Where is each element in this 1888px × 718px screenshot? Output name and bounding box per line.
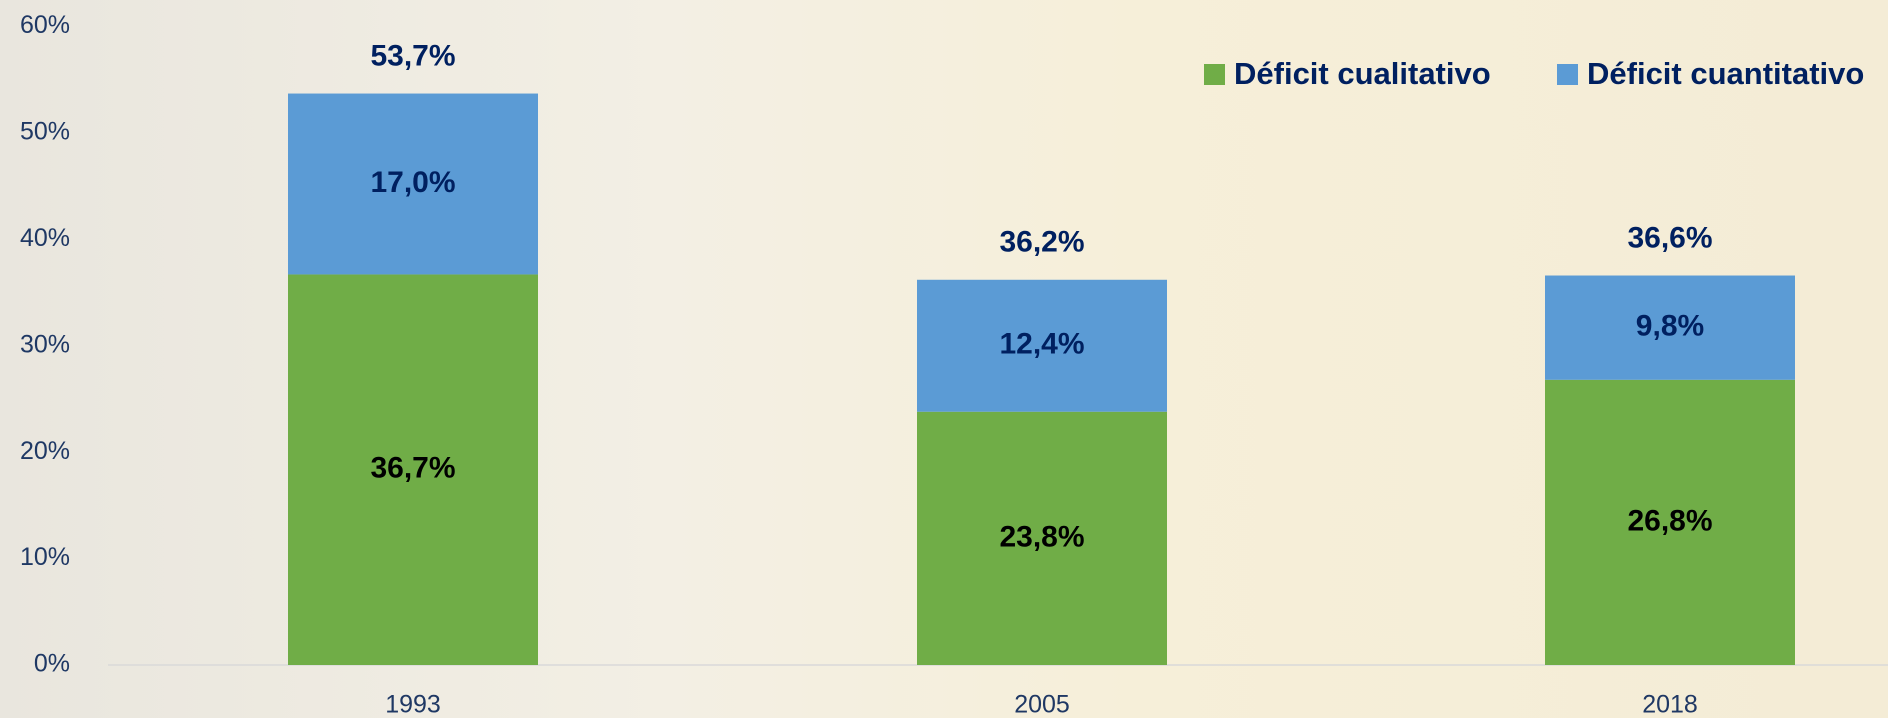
y-tick-label: 40%: [20, 224, 70, 252]
y-tick-label: 10%: [20, 543, 70, 571]
y-tick-label: 0%: [34, 650, 70, 678]
data-label: 26,8%: [1627, 504, 1712, 537]
chart: 0% 10% 20% 30% 40% 50% 60% 1993 36,7% 17,0% 53,7% 2…: [0, 0, 1888, 718]
data-label: 36,7%: [370, 452, 455, 485]
total-label: 36,6%: [1627, 221, 1712, 254]
total-label: 36,2%: [999, 226, 1084, 259]
data-label: 17,0%: [370, 166, 455, 199]
y-tick-label: 30%: [20, 330, 70, 358]
x-tick-label: 1993: [385, 691, 441, 718]
page: 0% 10% 20% 30% 40% 50% 60% 1993 36,7% 17,0% 53,7% 2…: [0, 0, 1888, 718]
legend-swatch: [1204, 64, 1225, 85]
legend-swatch: [1557, 64, 1578, 85]
data-label: 23,8%: [999, 520, 1084, 553]
total-label: 53,7%: [370, 39, 455, 72]
data-label: 12,4%: [999, 328, 1084, 361]
y-tick-label: 60%: [20, 11, 70, 39]
x-tick-label: 2018: [1642, 691, 1698, 718]
legend-label: Déficit cuantitativo: [1587, 56, 1864, 91]
data-label: 9,8%: [1636, 310, 1704, 343]
legend-label: Déficit cualitativo: [1234, 56, 1491, 91]
x-tick-label: 2005: [1014, 691, 1070, 718]
y-tick-label: 20%: [20, 437, 70, 465]
y-tick-label: 50%: [20, 118, 70, 146]
